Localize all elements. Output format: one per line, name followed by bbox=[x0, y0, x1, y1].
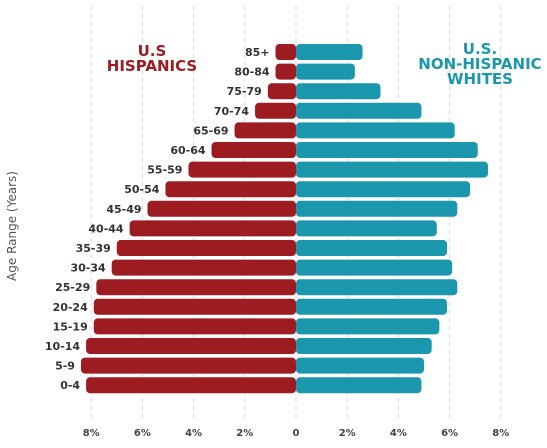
bar-non-hispanic-whites-60-64 bbox=[296, 142, 478, 158]
x-tick-labels: 8% 6% 4% 2% 0 2% 4% 6% 8% bbox=[83, 428, 510, 439]
bar-non-hispanic-whites-35-39 bbox=[296, 240, 448, 256]
x-tick-label: 6% bbox=[134, 428, 151, 439]
bar-non-hispanic-whites-70-74 bbox=[296, 102, 422, 119]
bar-hispanics-55-59 bbox=[188, 161, 296, 178]
bar-hispanics-85+ bbox=[275, 44, 296, 60]
age-label-65-69: 65-69 bbox=[193, 124, 228, 137]
bar-non-hispanic-whites-65-69 bbox=[296, 122, 455, 139]
bar-hispanics-75-79 bbox=[267, 83, 296, 100]
bar-hispanics-40-44 bbox=[129, 220, 296, 237]
x-tick-label: 0 bbox=[293, 428, 300, 439]
bar-hispanics-45-49 bbox=[147, 200, 296, 217]
bar-non-hispanic-whites-40-44 bbox=[296, 220, 437, 237]
x-tick-label: 2% bbox=[339, 428, 356, 439]
age-label-15-19: 15-19 bbox=[53, 320, 88, 333]
bar-non-hispanic-whites-20-24 bbox=[296, 298, 448, 315]
age-label-40-44: 40-44 bbox=[88, 222, 124, 235]
age-label-35-39: 35-39 bbox=[76, 242, 111, 255]
y-axis-label: Age Range (Years) bbox=[5, 171, 19, 281]
age-label-45-49: 45-49 bbox=[106, 203, 141, 216]
legend-non-hispanic-whites: U.S. NON-HISPANIC WHITES bbox=[418, 40, 541, 88]
bar-non-hispanic-whites-85+ bbox=[296, 44, 363, 60]
bar-hispanics-60-64 bbox=[211, 142, 296, 158]
bar-hispanics-80-84 bbox=[275, 63, 296, 80]
legend-line: WHITES bbox=[447, 70, 513, 88]
x-tick-label: 8% bbox=[492, 428, 509, 439]
age-label-50-54: 50-54 bbox=[124, 183, 160, 196]
age-label-70-74: 70-74 bbox=[214, 105, 250, 118]
bar-non-hispanic-whites-45-49 bbox=[296, 200, 458, 217]
x-tick-label: 6% bbox=[441, 428, 458, 439]
bar-non-hispanic-whites-25-29 bbox=[296, 279, 458, 296]
legend-line: U.S. bbox=[463, 40, 497, 58]
age-label-80-84: 80-84 bbox=[234, 66, 270, 79]
bar-non-hispanic-whites-30-34 bbox=[296, 259, 453, 276]
age-label-25-29: 25-29 bbox=[55, 281, 90, 294]
bar-hispanics-10-14 bbox=[86, 338, 296, 354]
bar-non-hispanic-whites-10-14 bbox=[296, 338, 432, 354]
age-label-0-4: 0-4 bbox=[60, 379, 80, 392]
bar-non-hispanic-whites-5-9 bbox=[296, 357, 424, 374]
bar-hispanics-20-24 bbox=[93, 298, 296, 315]
x-tick-label: 4% bbox=[390, 428, 407, 439]
hispanics-bars bbox=[80, 44, 297, 394]
legend-line: HISPANICS bbox=[107, 57, 197, 75]
age-label-20-24: 20-24 bbox=[53, 301, 89, 314]
age-label-75-79: 75-79 bbox=[227, 85, 262, 98]
bar-hispanics-25-29 bbox=[96, 279, 296, 296]
age-label-60-64: 60-64 bbox=[170, 144, 206, 157]
non-hispanic-whites-bars bbox=[296, 44, 488, 394]
bar-non-hispanic-whites-50-54 bbox=[296, 181, 471, 198]
bar-non-hispanic-whites-75-79 bbox=[296, 83, 381, 100]
x-tick-label: 4% bbox=[185, 428, 202, 439]
bar-non-hispanic-whites-15-19 bbox=[296, 318, 440, 335]
age-label-85+: 85+ bbox=[245, 46, 270, 59]
bar-non-hispanic-whites-55-59 bbox=[296, 161, 488, 178]
bar-hispanics-50-54 bbox=[165, 181, 296, 198]
bar-hispanics-5-9 bbox=[80, 357, 297, 374]
age-label-55-59: 55-59 bbox=[147, 164, 182, 177]
legend-line: NON-HISPANIC bbox=[418, 55, 541, 73]
age-labels: 85+ 80-84 75-79 70-74 65-69 60-64 55-59 50-54 45… bbox=[45, 46, 270, 392]
x-tick-label: 8% bbox=[83, 428, 100, 439]
bar-hispanics-15-19 bbox=[93, 318, 296, 335]
age-label-30-34: 30-34 bbox=[70, 262, 106, 275]
age-label-10-14: 10-14 bbox=[45, 340, 81, 353]
bar-non-hispanic-whites-0-4 bbox=[296, 377, 422, 394]
legend-hispanics: U.S HISPANICS bbox=[107, 42, 197, 75]
legend-line: U.S bbox=[138, 42, 167, 60]
bar-non-hispanic-whites-80-84 bbox=[296, 63, 355, 80]
bar-hispanics-70-74 bbox=[255, 102, 296, 119]
x-tick-label: 2% bbox=[236, 428, 253, 439]
bar-hispanics-30-34 bbox=[111, 259, 297, 276]
age-label-5-9: 5-9 bbox=[55, 360, 75, 373]
bar-hispanics-35-39 bbox=[116, 240, 296, 256]
bar-hispanics-65-69 bbox=[234, 122, 296, 139]
bar-hispanics-0-4 bbox=[86, 377, 296, 394]
